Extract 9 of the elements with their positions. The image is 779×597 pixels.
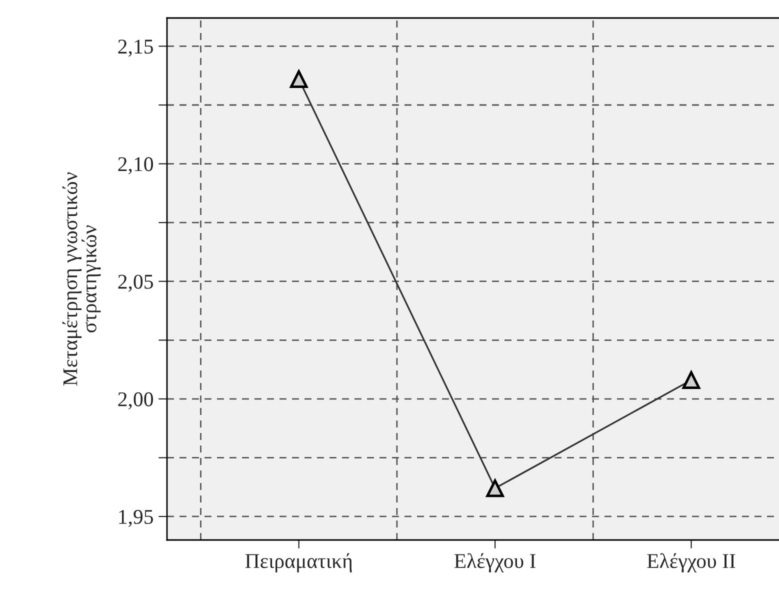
y-tick-label: 2,05 [118, 274, 153, 292]
x-tick-label: Ελέγχου ΙΙ [647, 553, 736, 572]
y-tick-label: 2,00 [118, 392, 154, 410]
y-tick-label: 2,15 [118, 40, 153, 57]
x-tick-label: Ελέγχου Ι [454, 553, 536, 572]
x-tick-label: Πειραματική [245, 553, 352, 572]
y-tick-label: 2,10 [118, 157, 154, 174]
y-tick-label: 1,95 [119, 510, 153, 527]
y-axis-title: Μεταμέτρηση γνωστικών στρατηγικών [62, 172, 101, 386]
